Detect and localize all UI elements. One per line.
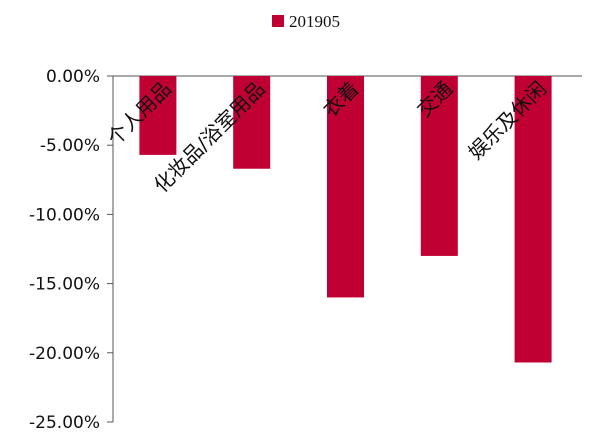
legend-swatch: [272, 15, 284, 27]
bars: [139, 76, 552, 363]
legend: 201905: [272, 12, 340, 31]
bar-5: [514, 76, 552, 363]
y-tick-label: -20.00%: [29, 344, 100, 364]
bar-4: [420, 76, 458, 256]
y-tick-label: -10.00%: [29, 205, 100, 225]
y-tick-label: 0.00%: [46, 67, 100, 87]
y-tick-label: -15.00%: [29, 275, 100, 295]
y-tick-label: -25.00%: [29, 413, 100, 428]
bar-2: [233, 76, 271, 169]
legend-label: 201905: [289, 12, 340, 31]
bar-3: [327, 76, 364, 298]
bar-1: [139, 76, 177, 155]
y-tick-label: -5.00%: [40, 136, 100, 156]
